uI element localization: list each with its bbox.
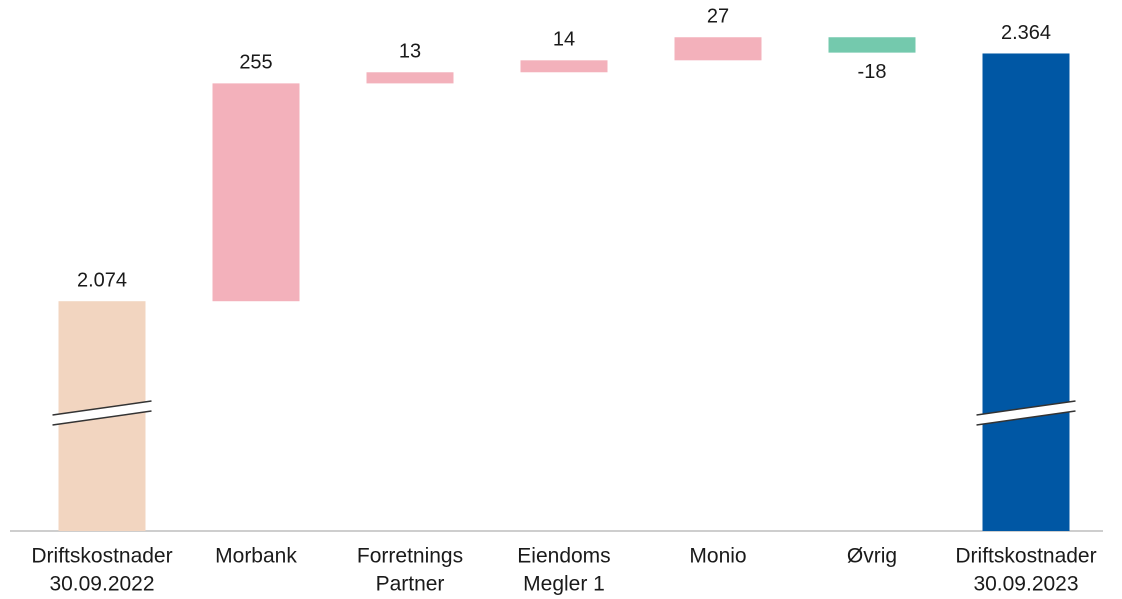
bar xyxy=(212,83,300,302)
value-label: -18 xyxy=(858,61,887,83)
axis-break-line xyxy=(976,400,1076,416)
bar xyxy=(674,37,762,61)
value-label: 13 xyxy=(399,41,421,63)
bar xyxy=(828,37,916,53)
x-tick-label: Morbank xyxy=(215,545,297,568)
axis-break-line xyxy=(52,410,152,426)
value-label: 27 xyxy=(707,6,729,28)
x-tick-label: Øvrig xyxy=(847,545,897,568)
x-tick-label: 30.09.2023 xyxy=(973,573,1078,596)
x-tick-label: Monio xyxy=(689,545,746,568)
x-tick-label: 30.09.2022 xyxy=(49,573,154,596)
x-tick-label: Driftskostnader xyxy=(955,545,1096,568)
value-label: 255 xyxy=(239,52,272,74)
x-tick-label: Megler 1 xyxy=(523,573,605,596)
bar xyxy=(982,53,1070,532)
value-label: 14 xyxy=(553,29,575,51)
value-label: 2.074 xyxy=(77,269,127,291)
value-label: 2.364 xyxy=(1001,22,1051,44)
x-tick-label: Driftskostnader xyxy=(31,545,172,568)
axis-break xyxy=(52,401,152,425)
axis-break xyxy=(976,401,1076,425)
axis-break-line xyxy=(976,410,1076,426)
x-tick-label: Eiendoms xyxy=(517,545,610,568)
bar xyxy=(520,60,608,73)
axis-break-line xyxy=(52,400,152,416)
bar xyxy=(366,72,454,84)
x-tick-label: Partner xyxy=(376,573,445,596)
x-tick-label: Forretnings xyxy=(357,545,463,568)
